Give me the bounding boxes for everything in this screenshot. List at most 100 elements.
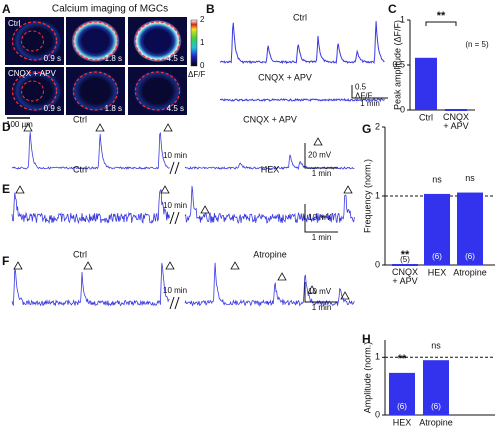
y-tick-label: 1 — [375, 352, 380, 362]
event-marker — [165, 261, 175, 270]
x-tick-label: Ctrl — [419, 112, 433, 122]
significance: ns — [465, 173, 475, 183]
bar — [415, 57, 437, 110]
event-marker — [95, 123, 105, 132]
scale-label: 1 min — [360, 99, 380, 108]
row-label: Ctrl — [8, 19, 21, 28]
bar — [423, 360, 449, 415]
scale-bar — [304, 143, 338, 169]
scale-label: ΔF/F — [355, 92, 372, 101]
cell-ring — [133, 20, 182, 62]
time-label: 1.8 s — [105, 104, 122, 113]
scale-bar — [304, 282, 338, 303]
time-label: 4.5 s — [167, 104, 184, 113]
trace — [184, 262, 355, 307]
y-tick-label: 0 — [375, 259, 380, 269]
scale-label: 10 mV — [308, 213, 332, 222]
cell-ring — [133, 70, 182, 112]
y-tick-label: 0.5 — [392, 59, 405, 69]
x-tick-label: Atropine — [453, 267, 487, 277]
bar — [389, 372, 415, 415]
event-marker — [340, 291, 350, 300]
event-marker — [13, 261, 23, 270]
event-marker — [343, 185, 353, 194]
n-label: (6) — [431, 402, 441, 411]
trace — [184, 154, 355, 171]
trace — [11, 131, 170, 170]
panel-label: G — [362, 122, 371, 136]
colorbar-tick: 1 — [200, 38, 205, 47]
significance: ns — [431, 341, 441, 351]
event-marker — [307, 285, 317, 294]
y-axis-label: Peak amplitude (ΔF/F) — [392, 20, 402, 110]
panel-label: F — [2, 254, 9, 268]
y-tick-label: 0 — [400, 104, 405, 114]
imaging-title: Calcium imaging of MGCs — [52, 4, 168, 15]
gap-label: 10 min — [163, 151, 187, 160]
panel-label: E — [2, 182, 10, 196]
row-label: CNQX + APV — [8, 69, 56, 78]
condition-label: Ctrl — [73, 114, 87, 124]
y-tick-label: 1 — [400, 14, 405, 24]
trace — [11, 189, 170, 225]
trace — [219, 97, 385, 103]
time-label: 0.9 s — [44, 104, 61, 113]
n-label: (6) — [465, 252, 475, 261]
event-marker — [83, 261, 93, 270]
condition-label: HEX — [261, 164, 280, 174]
colorbar-tick: 0 — [200, 61, 205, 70]
axis-break — [169, 211, 180, 225]
roi — [134, 71, 181, 111]
axis-break — [169, 296, 180, 310]
cell-ring — [71, 70, 120, 112]
significance: ** — [401, 249, 410, 261]
time-label: 1.8 s — [105, 54, 122, 63]
colorbar-label: ΔF/F — [188, 70, 205, 79]
scale-label: 0.5 — [355, 83, 367, 92]
scale-label: 10 mV — [308, 287, 332, 296]
gap-label: 10 min — [163, 286, 187, 295]
condition-label: Ctrl — [73, 249, 87, 259]
y-axis-label: Amplitude (norm.) — [362, 342, 372, 414]
roi — [11, 21, 58, 61]
condition-label: Atropine — [253, 249, 287, 259]
scale-label: 1 min — [312, 233, 332, 242]
panel-label: D — [2, 120, 11, 134]
colorbar-tick: 2 — [200, 15, 205, 24]
gap-label: 10 min — [163, 201, 187, 210]
scale-label: 1 min — [312, 303, 332, 312]
condition-label: Ctrl — [73, 164, 87, 174]
roi — [11, 71, 58, 111]
roi — [72, 71, 119, 111]
trace — [219, 21, 385, 65]
y-tick-label: 1 — [375, 190, 380, 200]
panel-label: C — [388, 2, 397, 16]
y-tick-label: 0 — [375, 409, 380, 419]
trace — [184, 185, 355, 224]
time-label: 4.5 s — [167, 54, 184, 63]
time-label: 0.9 s — [44, 54, 61, 63]
cell-ring — [13, 70, 62, 112]
scale-bar — [351, 85, 388, 99]
event-marker — [200, 205, 210, 214]
scale-label: 20 mV — [308, 151, 332, 160]
event-marker — [23, 123, 33, 132]
roi-inner — [21, 30, 44, 52]
significance-bracket — [425, 21, 457, 26]
bar — [457, 192, 483, 265]
event-marker — [163, 123, 173, 132]
axis-break — [169, 161, 180, 175]
x-tick-label: HEX — [393, 417, 412, 427]
significance: ** — [398, 353, 407, 365]
roi — [72, 21, 119, 61]
n-label: (6) — [397, 402, 407, 411]
scale-bar — [304, 204, 338, 233]
cell-ring — [71, 20, 120, 62]
roi-inner — [21, 80, 44, 102]
n-label: (5) — [400, 255, 410, 264]
scale-label: 1 min — [312, 169, 332, 178]
panel-label: B — [206, 2, 215, 16]
trace — [11, 263, 170, 307]
event-marker — [277, 272, 287, 281]
